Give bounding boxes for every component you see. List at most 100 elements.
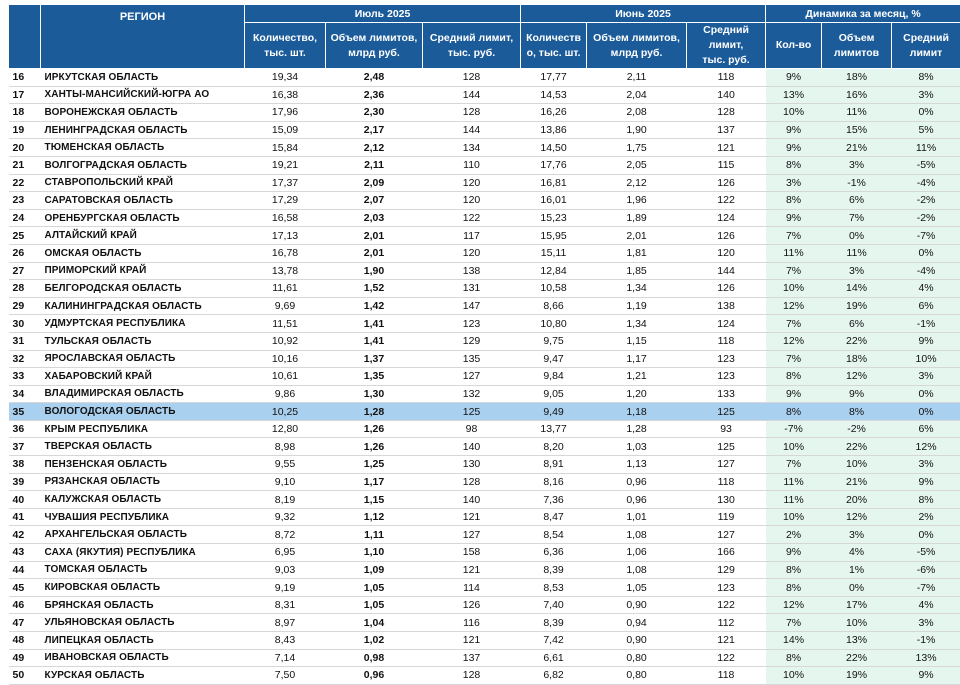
region-cell: ОМСКАЯ ОБЛАСТЬ: [41, 244, 245, 262]
dyn-vol-cell: 16%: [822, 86, 892, 104]
dyn-vol-cell: 10%: [822, 456, 892, 474]
dyn-avg-cell: -1%: [892, 632, 960, 650]
region-cell: БЕЛГОРОДСКАЯ ОБЛАСТЬ: [41, 280, 245, 298]
june-avg-cell: 123: [687, 368, 766, 386]
header-july-vol: Объем лимитов, млрд руб.: [326, 23, 423, 69]
region-cell: ХАБАРОВСКИЙ КРАЙ: [41, 368, 245, 386]
header-july-avg-text: Средний лимит, тыс. руб.: [430, 32, 513, 59]
june-avg-cell: 129: [687, 561, 766, 579]
region-cell: УДМУРТСКАЯ РЕСПУБЛИКА: [41, 315, 245, 333]
june-vol-cell: 1,08: [587, 561, 687, 579]
dyn-vol-cell: 4%: [822, 544, 892, 562]
june-qty-cell: 13,86: [521, 121, 587, 139]
july-vol-cell: 1,41: [326, 332, 423, 350]
june-qty-cell: 8,39: [521, 561, 587, 579]
july-avg-cell: 128: [423, 667, 521, 685]
june-qty-cell: 17,77: [521, 69, 587, 87]
july-vol-cell: 2,12: [326, 139, 423, 157]
june-qty-cell: 10,58: [521, 280, 587, 298]
june-avg-cell: 115: [687, 156, 766, 174]
june-vol-cell: 1,96: [587, 192, 687, 210]
dyn-vol-cell: 3%: [822, 156, 892, 174]
july-vol-cell: 1,37: [326, 350, 423, 368]
july-qty-cell: 17,29: [245, 192, 326, 210]
rank-cell: 40: [9, 491, 41, 509]
region-cell: ОРЕНБУРГСКАЯ ОБЛАСТЬ: [41, 209, 245, 227]
june-vol-cell: 1,34: [587, 315, 687, 333]
region-cell: АРХАНГЕЛЬСКАЯ ОБЛАСТЬ: [41, 526, 245, 544]
dyn-avg-cell: 3%: [892, 86, 960, 104]
june-vol-cell: 1,06: [587, 544, 687, 562]
july-vol-cell: 2,30: [326, 104, 423, 122]
july-vol-cell: 1,05: [326, 596, 423, 614]
july-avg-cell: 127: [423, 368, 521, 386]
june-qty-cell: 15,11: [521, 244, 587, 262]
rank-cell: 38: [9, 456, 41, 474]
dyn-qty-cell: 7%: [766, 262, 822, 280]
dyn-avg-cell: -7%: [892, 579, 960, 597]
june-vol-cell: 0,80: [587, 649, 687, 667]
dyn-avg-cell: -2%: [892, 192, 960, 210]
june-qty-cell: 17,76: [521, 156, 587, 174]
july-qty-cell: 15,84: [245, 139, 326, 157]
july-vol-cell: 1,28: [326, 403, 423, 421]
rank-cell: 21: [9, 156, 41, 174]
june-vol-cell: 2,01: [587, 227, 687, 245]
july-vol-cell: 1,05: [326, 579, 423, 597]
header-july-vol-text: Объем лимитов, млрд руб.: [331, 32, 418, 59]
july-vol-cell: 1,41: [326, 315, 423, 333]
dyn-avg-cell: 8%: [892, 491, 960, 509]
region-cell: АЛТАЙСКИЙ КРАЙ: [41, 227, 245, 245]
june-avg-cell: 126: [687, 174, 766, 192]
june-qty-cell: 8,66: [521, 297, 587, 315]
dyn-avg-cell: 0%: [892, 403, 960, 421]
june-qty-cell: 6,36: [521, 544, 587, 562]
region-cell: КУРСКАЯ ОБЛАСТЬ: [41, 667, 245, 685]
june-qty-cell: 8,53: [521, 579, 587, 597]
dyn-avg-cell: -4%: [892, 262, 960, 280]
june-vol-cell: 1,03: [587, 438, 687, 456]
july-avg-cell: 128: [423, 69, 521, 87]
dyn-avg-cell: -6%: [892, 561, 960, 579]
header-dyn-avg-text: Средний лимит: [903, 32, 949, 59]
june-avg-cell: 119: [687, 508, 766, 526]
july-vol-cell: 1,42: [326, 297, 423, 315]
header-dyn-vol: Объем лимитов: [822, 23, 892, 69]
dyn-avg-cell: 6%: [892, 297, 960, 315]
dyn-qty-cell: 12%: [766, 332, 822, 350]
july-avg-cell: 131: [423, 280, 521, 298]
july-vol-cell: 2,07: [326, 192, 423, 210]
dyn-vol-cell: 17%: [822, 596, 892, 614]
dyn-vol-cell: 12%: [822, 368, 892, 386]
header-june-avg-text: Средний лимит, тыс. руб.: [702, 24, 749, 66]
july-vol-cell: 1,11: [326, 526, 423, 544]
header-june-qty: Количеств о, тыс. шт.: [521, 23, 587, 69]
july-avg-cell: 128: [423, 104, 521, 122]
dyn-qty-cell: 11%: [766, 473, 822, 491]
july-avg-cell: 147: [423, 297, 521, 315]
june-avg-cell: 127: [687, 526, 766, 544]
july-vol-cell: 1,26: [326, 420, 423, 438]
july-qty-cell: 9,86: [245, 385, 326, 403]
region-cell: ПРИМОРСКИЙ КРАЙ: [41, 262, 245, 280]
july-vol-cell: 1,02: [326, 632, 423, 650]
region-cell: ИВАНОВСКАЯ ОБЛАСТЬ: [41, 649, 245, 667]
dyn-avg-cell: 0%: [892, 526, 960, 544]
dyn-vol-cell: 8%: [822, 403, 892, 421]
july-avg-cell: 121: [423, 632, 521, 650]
dyn-vol-cell: 20%: [822, 491, 892, 509]
june-qty-cell: 16,81: [521, 174, 587, 192]
june-avg-cell: 124: [687, 315, 766, 333]
header-dyn-avg: Средний лимит: [892, 23, 960, 69]
dyn-qty-cell: 13%: [766, 86, 822, 104]
region-cell: САХА (ЯКУТИЯ) РЕСПУБЛИКА: [41, 544, 245, 562]
